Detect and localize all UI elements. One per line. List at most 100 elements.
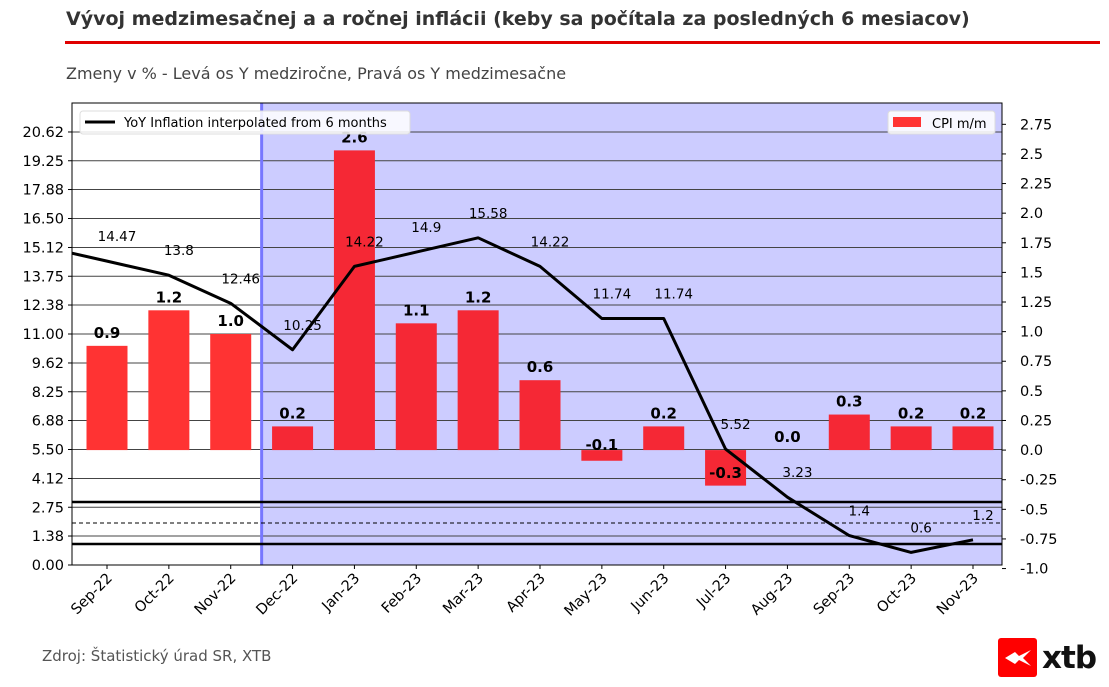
right-tick-label: 2.0 (1020, 206, 1043, 222)
line-label: 1.2 (972, 508, 993, 524)
x-tick-label: Jun-23 (628, 571, 673, 616)
title-underline (65, 41, 1100, 44)
bar (519, 380, 561, 451)
source-note: Zdroj: Štatistický úrad SR, XTB (42, 647, 272, 665)
plot-frame (71, 102, 1003, 566)
chart-title: Vývoj medzimesačnej a a ročnej inflácii … (66, 8, 970, 30)
left-tick-label: 15.12 (22, 240, 64, 256)
line-label: 3.23 (782, 465, 812, 481)
bar (210, 334, 252, 451)
left-tick-label: 16.50 (22, 212, 64, 228)
line-label: 11.74 (593, 286, 632, 302)
bar (581, 450, 623, 461)
line-label: 0.6 (910, 520, 931, 536)
legend-line-label: YoY Inflation interpolated from 6 months (123, 116, 387, 131)
bar (890, 426, 932, 451)
left-tick-label: 19.25 (22, 154, 64, 170)
bar-label: 1.1 (403, 301, 430, 319)
x-tick-label: Apr-23 (504, 571, 549, 616)
x-tick-label: Oct-22 (132, 571, 178, 617)
right-tick-label: 2.75 (1020, 117, 1052, 133)
right-tick-label: 0.25 (1020, 413, 1052, 429)
x-tick-label: Mar-23 (440, 571, 487, 618)
line-label: 14.22 (531, 234, 570, 250)
left-tick-label: 4.12 (32, 471, 64, 487)
yoy-line (72, 236, 974, 554)
legend-bar-box (887, 110, 996, 135)
bar-label: -0.3 (709, 464, 742, 482)
legend-bar-label: CPI m/m (932, 117, 987, 132)
left-tick-label: 5.50 (32, 443, 64, 459)
x-tick-label: May-23 (562, 571, 611, 620)
line-label: 13.8 (164, 243, 194, 259)
x-tick-label: Dec-22 (253, 571, 301, 619)
line-label: 5.52 (721, 417, 751, 433)
right-tick-label: 1.5 (1020, 265, 1043, 281)
line-label: 10.25 (283, 318, 322, 334)
bar-label: -0.1 (585, 436, 618, 454)
x-tick-label: Sep-22 (68, 571, 115, 618)
right-tick-label: -0.25 (1020, 473, 1058, 489)
left-tick-label: 8.25 (32, 385, 64, 401)
x-tick-label: Nov-22 (192, 571, 240, 619)
line-label: 14.22 (345, 234, 384, 250)
bar (272, 426, 314, 451)
bar-label: 0.2 (279, 404, 306, 422)
right-tick-label: 2.25 (1020, 177, 1052, 193)
line-label: 12.46 (221, 271, 260, 287)
bar-label: 0.6 (527, 358, 554, 376)
right-tick-label: 0.5 (1020, 384, 1043, 400)
right-tick-label: -0.5 (1020, 502, 1048, 518)
bar-label: 0.2 (960, 404, 987, 422)
left-tick-label: 17.88 (22, 183, 64, 199)
bar-label: 1.2 (156, 288, 183, 306)
bar (828, 414, 870, 451)
bar (457, 310, 499, 451)
x-tick-label: Feb-23 (379, 571, 425, 617)
bar-label: 0.3 (836, 393, 863, 411)
right-tick-label: 1.25 (1020, 295, 1052, 311)
left-tick-label: 9.62 (32, 356, 64, 372)
left-tick-label: 0.00 (32, 558, 64, 574)
left-tick-label: 13.75 (22, 269, 64, 285)
x-tick-label: Sep-23 (811, 571, 858, 618)
left-tick-label: 20.62 (22, 125, 64, 141)
bar-label: 0.0 (774, 428, 801, 446)
line-label: 15.58 (469, 206, 508, 222)
right-tick-label: 2.5 (1020, 147, 1043, 163)
line-label: 1.4 (849, 504, 870, 520)
xtb-logo-mark (998, 638, 1037, 677)
right-tick-label: 0.75 (1020, 354, 1052, 370)
bar-label: 0.2 (650, 404, 677, 422)
bar (395, 323, 437, 451)
bar (148, 310, 190, 451)
xtb-logo: xtb (998, 638, 1097, 677)
bar (86, 345, 128, 451)
right-tick-label: -1.0 (1020, 562, 1048, 578)
line-label: 14.9 (411, 220, 441, 236)
bar (952, 426, 994, 451)
bar-label: 0.2 (898, 404, 925, 422)
left-tick-label: 11.00 (22, 327, 64, 343)
left-tick-label: 1.38 (32, 529, 64, 545)
chart-subtitle: Zmeny v % - Levá os Y medziročne, Pravá … (66, 64, 567, 83)
x-tick-label: Jan-23 (319, 571, 364, 616)
right-tick-label: 1.75 (1020, 236, 1052, 252)
right-tick-label: 0.0 (1020, 443, 1043, 459)
bar-label: 1.2 (465, 288, 492, 306)
line-label: 14.47 (98, 229, 137, 245)
bar (705, 450, 747, 486)
xtb-logo-text: xtb (1042, 639, 1097, 676)
bar (643, 426, 685, 451)
legend-line-box (79, 110, 411, 135)
bar (333, 150, 375, 451)
x-tick-label: Nov-23 (934, 571, 982, 619)
legend-bar-swatch (893, 117, 921, 127)
right-tick-label: -0.75 (1020, 532, 1058, 548)
x-tick-label: Aug-23 (748, 571, 796, 619)
x-tick-label: Jul-23 (693, 571, 734, 612)
left-tick-label: 6.88 (32, 414, 64, 430)
line-label: 11.74 (654, 286, 693, 302)
left-tick-label: 2.75 (32, 500, 64, 516)
